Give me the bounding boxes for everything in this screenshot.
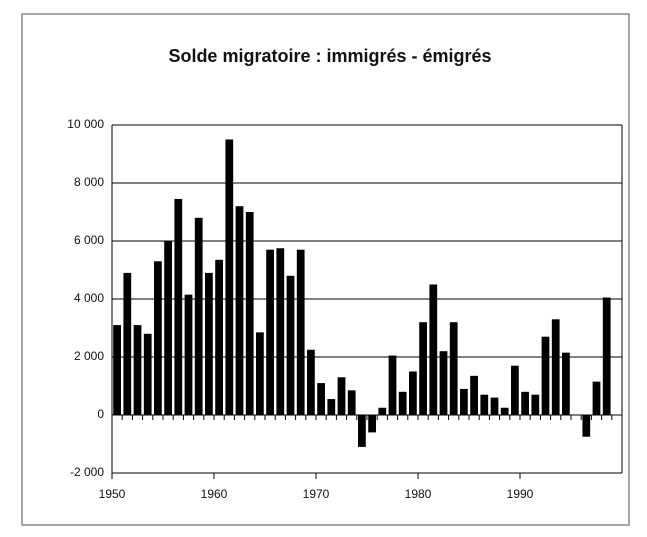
bar: [398, 391, 407, 415]
bar: [276, 248, 285, 415]
bar: [286, 275, 295, 415]
bar: [113, 325, 121, 415]
bar: [327, 399, 336, 415]
bar: [439, 351, 448, 415]
bar: [562, 352, 570, 415]
bar: [490, 397, 499, 415]
bar: [123, 272, 132, 415]
bar: [409, 371, 417, 415]
y-tick-label: 6 000: [74, 233, 104, 247]
bar: [429, 284, 438, 415]
bar: [184, 294, 193, 415]
bar: [449, 322, 458, 415]
bar: [256, 332, 264, 415]
bar: [480, 394, 489, 415]
y-tick-label: 8 000: [74, 175, 104, 189]
bar: [531, 394, 540, 415]
bar: [164, 241, 172, 415]
bar: [133, 325, 142, 415]
y-tick-label: 10 000: [67, 117, 104, 131]
bar: [307, 349, 315, 415]
bar: [143, 333, 152, 415]
bar: [460, 388, 468, 415]
bar: [205, 272, 213, 415]
bar: [602, 297, 611, 415]
chart-title: Solde migratoire : immigrés - émigrés: [168, 46, 491, 66]
x-tick-label: 1950: [99, 487, 126, 501]
y-tick-label: -2 000: [70, 465, 104, 479]
y-tick-label: 0: [97, 407, 104, 421]
bar: [266, 249, 274, 415]
bar: [521, 391, 529, 415]
bar: [358, 415, 366, 447]
x-tick-label: 1980: [405, 487, 432, 501]
y-tick-label: 2 000: [74, 349, 104, 363]
bar: [225, 139, 234, 415]
bar: [174, 198, 183, 415]
bar: [470, 375, 478, 415]
bar: [194, 217, 203, 415]
bar: [500, 407, 509, 415]
bar: [245, 212, 254, 415]
bar: [317, 383, 325, 415]
bar: [235, 206, 244, 415]
bar: [419, 322, 427, 415]
bar: [592, 381, 601, 415]
bar: [582, 415, 591, 437]
bar: [296, 249, 305, 415]
bar: [511, 365, 519, 415]
bar: [215, 259, 223, 415]
bar: [551, 319, 560, 415]
bar: [337, 377, 346, 415]
bar: [368, 415, 376, 433]
bar: [154, 261, 162, 415]
x-tick-label: 1990: [507, 487, 534, 501]
bar: [388, 355, 397, 415]
bar: [347, 390, 356, 415]
x-tick-label: 1970: [303, 487, 330, 501]
bar: [541, 336, 550, 415]
chart-frame: [21, 13, 630, 526]
bar: [378, 407, 387, 415]
y-tick-label: 4 000: [74, 291, 104, 305]
x-tick-label: 1960: [201, 487, 228, 501]
